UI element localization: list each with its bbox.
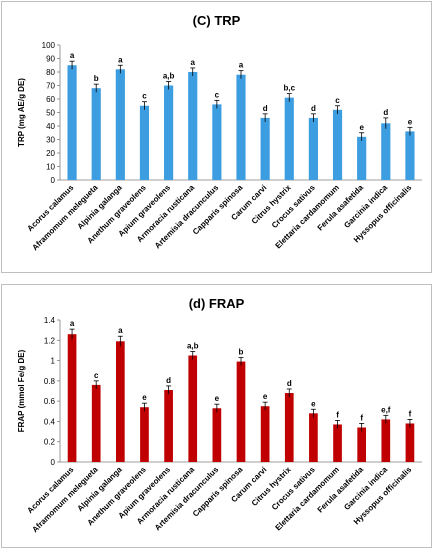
y-tick-label: 0.2	[44, 438, 56, 447]
bar	[381, 419, 391, 462]
significance-label: e	[359, 123, 364, 132]
y-tick-label: 100	[42, 41, 56, 50]
y-axis-title: TRP (mg AE/g DE)	[17, 78, 26, 147]
bar	[236, 74, 246, 180]
bar	[139, 105, 150, 180]
significance-label: c	[335, 96, 340, 105]
significance-label: e	[408, 117, 413, 126]
y-tick-label: 0.8	[44, 377, 56, 386]
significance-label: f	[409, 409, 412, 418]
bar	[260, 406, 270, 462]
y-tick-label: 0	[51, 176, 56, 185]
y-tick-label: 50	[46, 109, 55, 118]
bar	[67, 334, 77, 462]
y-tick-label: 90	[46, 55, 55, 64]
bar	[115, 341, 125, 462]
y-tick-label: 40	[46, 122, 55, 131]
significance-label: a,b	[163, 71, 175, 80]
significance-label: b	[239, 348, 244, 357]
significance-label: d	[311, 104, 316, 113]
bar	[357, 427, 367, 462]
bar	[308, 117, 318, 180]
bar	[67, 65, 77, 180]
significance-label: a	[70, 51, 75, 60]
significance-label: d	[166, 376, 171, 385]
y-tick-label: 70	[46, 82, 55, 91]
frap-chart: 0 0.2 0.4 0.6 0.8 1 1.2 1.4 FRAP (mmol Fe/g DE) a…	[17, 316, 422, 534]
significance-label: c	[142, 92, 147, 101]
bar	[164, 85, 174, 180]
significance-label: f	[360, 413, 363, 422]
y-tick-label: 0.6	[44, 397, 56, 406]
bar	[188, 72, 198, 180]
y-tick-label: 80	[46, 68, 55, 77]
bar	[188, 355, 198, 462]
significance-label: a	[118, 326, 123, 335]
bar	[284, 393, 294, 462]
chart-title: (C) TRP	[192, 13, 241, 28]
significance-label: d	[287, 379, 292, 388]
y-tick-label: 0.4	[44, 417, 56, 426]
significance-label: e	[142, 393, 147, 402]
bar	[405, 131, 415, 180]
bar	[333, 424, 342, 462]
y-tick-label: 10	[46, 163, 55, 172]
significance-label: a	[70, 319, 75, 328]
y-axis-title: FRAP (mmol Fe/g DE)	[17, 349, 26, 432]
bar	[381, 123, 391, 180]
bar	[284, 97, 294, 180]
significance-label: d	[263, 104, 268, 113]
bar	[332, 109, 343, 180]
y-tick-label: 0	[51, 458, 56, 467]
frap-chart-panel: (d) FRAP 0 0.2 0.4 0.6 0.8 1 1.2 1.4 FRAP (mmol …	[1, 284, 432, 548]
significance-label: c	[94, 371, 99, 380]
bar	[164, 389, 173, 462]
significance-label: c	[215, 90, 220, 99]
bar	[91, 384, 101, 462]
bar	[260, 117, 270, 180]
significance-label: e	[263, 392, 268, 401]
bar	[212, 104, 222, 180]
bar	[236, 361, 246, 462]
y-tick-label: 30	[46, 136, 55, 145]
significance-label: d	[383, 108, 388, 117]
significance-label: e	[311, 399, 316, 408]
bar	[91, 88, 101, 180]
y-tick-label: 1.2	[44, 336, 56, 345]
significance-label: a	[239, 61, 244, 70]
y-tick-label: 1	[51, 357, 56, 366]
bar	[405, 423, 415, 462]
chart-title: (d) FRAP	[188, 296, 245, 311]
bar	[115, 69, 125, 180]
bar	[212, 408, 222, 462]
significance-label: b,c	[283, 84, 295, 93]
bar	[357, 136, 367, 180]
significance-label: a	[191, 58, 196, 67]
bar	[309, 413, 318, 462]
significance-label: a	[118, 55, 123, 64]
significance-label: e,f	[381, 405, 391, 414]
y-tick-label: 60	[46, 95, 55, 104]
trp-chart-panel: (C) TRP 0 10 20 30 40 50 60 70 80 90 100 TRP (mg AE…	[1, 1, 432, 273]
significance-label: f	[336, 410, 339, 419]
bar	[140, 407, 149, 462]
significance-label: a,b	[187, 341, 199, 350]
y-tick-label: 1.4	[44, 316, 56, 325]
y-tick-label: 20	[46, 149, 55, 158]
significance-label: e	[215, 394, 220, 403]
significance-label: b	[94, 74, 99, 83]
